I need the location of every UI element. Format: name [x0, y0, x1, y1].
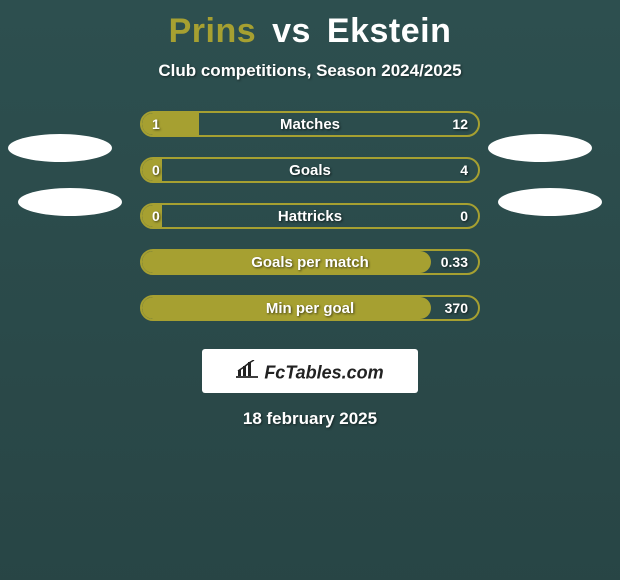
player2-name: Ekstein	[327, 12, 451, 50]
stat-value-right: 370	[445, 300, 468, 316]
stat-bar-left-fill	[142, 251, 431, 273]
stat-row: 0 4Goals	[0, 157, 620, 203]
stat-bar: 0.33Goals per match	[140, 249, 480, 275]
stat-value-right: 12	[452, 116, 468, 132]
site-badge: FcTables.com	[202, 349, 418, 393]
stat-value-right: 4	[460, 162, 468, 178]
site-badge-text: FcTables.com	[264, 362, 383, 382]
stat-bar-left-fill	[142, 297, 431, 319]
stat-row: 0 0Hattricks	[0, 203, 620, 249]
stat-row: 112Matches	[0, 111, 620, 157]
stat-value-left: 1	[152, 116, 160, 132]
page-title: Prins vs Ekstein	[0, 12, 620, 51]
subtitle: Club competitions, Season 2024/2025	[0, 61, 620, 81]
stat-bar-left-fill	[142, 113, 199, 135]
stat-bar: 0 0Hattricks	[140, 203, 480, 229]
stat-value-right: 0	[460, 208, 468, 224]
comparison-infographic: Prins vs Ekstein Club competitions, Seas…	[0, 12, 620, 580]
stat-row: 370Min per goal	[0, 295, 620, 341]
stats-rows: 112Matches04Goals00Hattricks0.33Goals pe…	[0, 111, 620, 341]
stat-value-right: 0.33	[441, 254, 468, 270]
stat-bar: 0 4Goals	[140, 157, 480, 183]
player1-name: Prins	[169, 12, 257, 50]
stat-bar: 112Matches	[140, 111, 480, 137]
vs-text: vs	[272, 12, 311, 50]
stat-value-left: 0	[152, 208, 160, 224]
stat-label: Hattricks	[142, 208, 478, 225]
stat-value-left: 0	[152, 162, 160, 178]
bar-chart-icon	[236, 350, 258, 394]
snapshot-date: 18 february 2025	[0, 409, 620, 429]
stat-bar: 370Min per goal	[140, 295, 480, 321]
stat-label: Goals	[142, 162, 478, 179]
stat-row: 0.33Goals per match	[0, 249, 620, 295]
